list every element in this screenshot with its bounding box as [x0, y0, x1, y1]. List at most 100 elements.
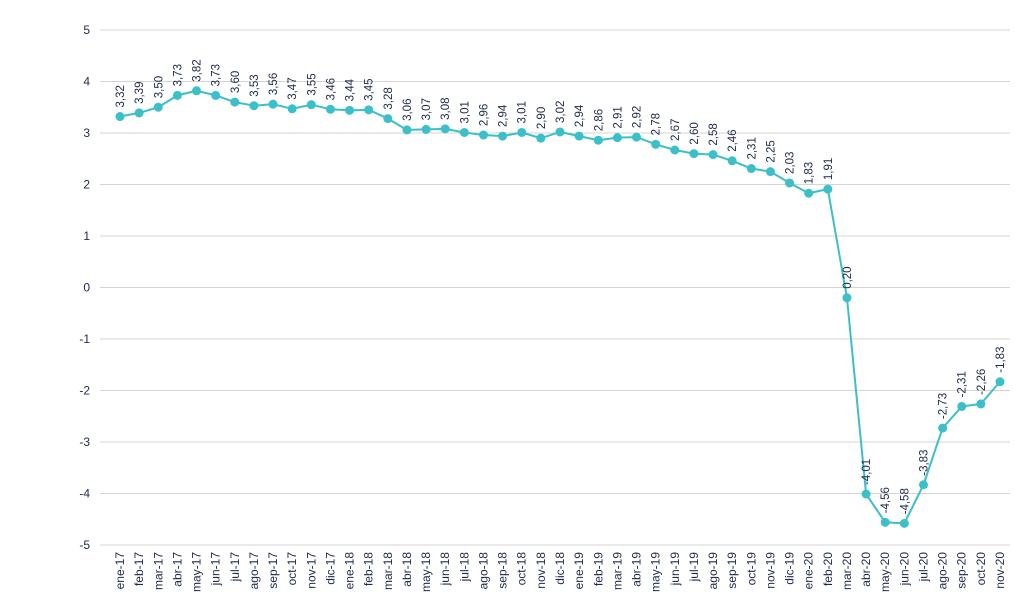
data-points — [115, 86, 1005, 528]
data-label: 3,53 — [249, 74, 261, 96]
data-point — [306, 100, 316, 110]
x-tick-label: jun-18 — [438, 552, 452, 587]
data-label: 3,73 — [211, 64, 223, 86]
data-point — [918, 480, 928, 490]
data-label: 2,46 — [727, 129, 739, 151]
data-point — [842, 293, 852, 303]
data-point — [153, 102, 163, 112]
x-tick-label: ene-19 — [572, 552, 586, 590]
data-label: 3,46 — [325, 78, 337, 100]
y-tick-label: -5 — [79, 538, 90, 552]
data-label: 2,92 — [632, 106, 644, 128]
data-label: 2,25 — [765, 140, 777, 162]
data-point — [899, 518, 909, 528]
x-tick-label: nov-17 — [304, 552, 318, 589]
data-label: 0,20 — [842, 266, 854, 288]
data-label: 2,78 — [651, 113, 663, 135]
x-tick-label: ago-20 — [936, 552, 950, 590]
x-tick-label: jul-17 — [228, 552, 242, 583]
data-point — [574, 131, 584, 141]
data-label: 3,08 — [440, 97, 452, 119]
x-tick-label: feb-18 — [362, 552, 376, 586]
y-tick-label: 3 — [83, 126, 90, 140]
data-point — [651, 139, 661, 149]
data-point — [498, 131, 508, 141]
data-label: 1,91 — [823, 158, 835, 180]
data-point — [536, 133, 546, 143]
x-tick-label: jul-18 — [457, 552, 471, 583]
data-point — [192, 86, 202, 96]
data-label: 2,90 — [536, 107, 548, 129]
data-point — [115, 112, 125, 122]
y-tick-label: -4 — [79, 487, 90, 501]
x-tick-label: sep-18 — [496, 552, 510, 589]
data-label: 3,44 — [345, 78, 357, 101]
x-tick-label: dic-19 — [783, 552, 797, 585]
x-tick-label: ago-17 — [247, 552, 261, 590]
x-tick-label: jun-20 — [897, 552, 911, 587]
data-label: 3,82 — [192, 59, 204, 81]
x-tick-label: may-20 — [878, 552, 892, 592]
y-axis-tick-labels: 5 4 3 2 1 0 -1 -2 -3 -4 -5 — [79, 23, 90, 552]
y-tick-label: 2 — [83, 178, 90, 192]
data-point — [325, 104, 335, 114]
data-point — [861, 489, 871, 499]
x-tick-label: nov-20 — [993, 552, 1007, 589]
data-point — [421, 124, 431, 134]
data-label: 3,01 — [459, 101, 471, 123]
data-point — [478, 130, 488, 140]
x-tick-label: may-19 — [649, 552, 663, 592]
x-tick-label: jul-19 — [687, 552, 701, 583]
data-label: 3,01 — [517, 101, 529, 123]
x-tick-label: mar-18 — [381, 552, 395, 590]
x-tick-label: mar-19 — [610, 552, 624, 590]
x-tick-label: ene-18 — [343, 552, 357, 590]
data-point — [402, 125, 412, 135]
x-tick-label: ene-20 — [802, 552, 816, 590]
y-tick-label: 4 — [83, 75, 90, 89]
x-tick-label: abr-18 — [400, 552, 414, 587]
y-tick-label: 0 — [83, 281, 90, 295]
x-tick-label: nov-19 — [763, 552, 777, 589]
x-tick-label: mar-20 — [840, 552, 854, 590]
data-label: 2,58 — [708, 123, 720, 145]
x-tick-label: jul-20 — [916, 552, 930, 583]
y-tick-label: -3 — [79, 435, 90, 449]
data-point — [689, 149, 699, 159]
x-tick-label: sep-19 — [725, 552, 739, 589]
series-polyline — [119, 89, 1001, 525]
data-point — [976, 399, 986, 409]
x-tick-label: nov-18 — [534, 552, 548, 589]
x-tick-label: oct-19 — [744, 552, 758, 586]
data-point — [383, 114, 393, 124]
series-line — [119, 89, 1001, 525]
data-label: 3,73 — [172, 64, 184, 86]
x-tick-label: oct-17 — [285, 552, 299, 586]
data-point — [612, 133, 622, 143]
x-tick-label: ago-19 — [706, 552, 720, 590]
data-label: 3,39 — [134, 82, 146, 104]
data-label: -2,26 — [976, 369, 988, 395]
data-label: -4,01 — [861, 459, 873, 485]
data-label: 2,96 — [478, 104, 490, 126]
data-point — [632, 132, 642, 142]
x-tick-label: abr-17 — [170, 552, 184, 587]
data-label: 2,86 — [593, 109, 605, 131]
data-label: 3,47 — [287, 77, 299, 99]
data-point — [804, 188, 814, 198]
x-axis-tick-labels: ene-17 feb-17 mar-17 abr-17 may-17 jun-17 jul-… — [113, 552, 1007, 592]
data-point — [230, 97, 240, 107]
data-point — [823, 184, 833, 194]
data-label: 2,94 — [498, 104, 510, 127]
x-tick-label: mar-17 — [151, 552, 165, 590]
data-label: -1,83 — [995, 347, 1007, 373]
data-point — [670, 145, 680, 155]
x-tick-label: oct-20 — [974, 552, 988, 586]
data-point — [517, 127, 527, 137]
data-label: 3,28 — [383, 87, 395, 109]
data-label: -3,83 — [918, 450, 930, 476]
data-label: 3,60 — [230, 71, 242, 93]
data-label: -4,58 — [899, 488, 911, 514]
data-label: 3,45 — [364, 78, 376, 100]
